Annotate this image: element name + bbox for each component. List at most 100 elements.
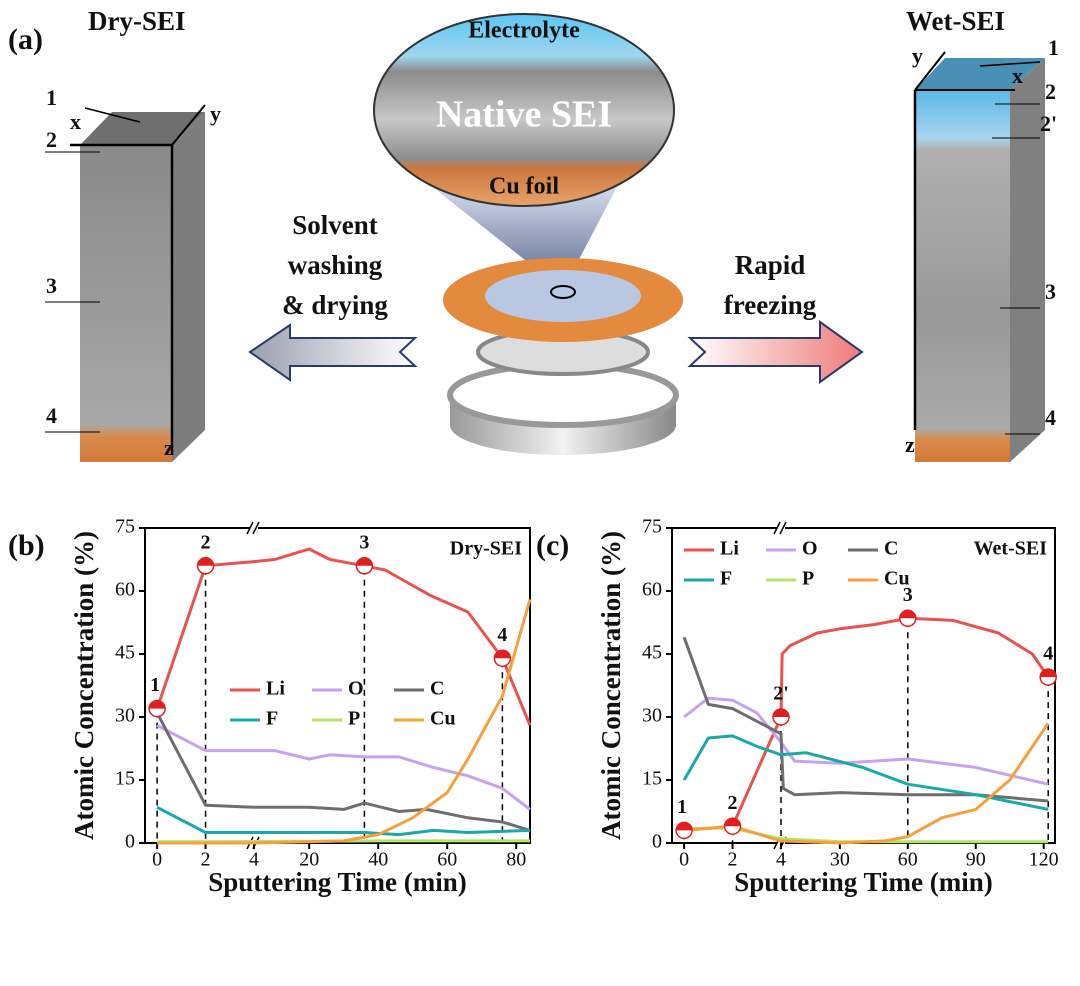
wet-title: Wet-SEI (906, 6, 1005, 36)
x-tick-label: 0 (152, 849, 162, 871)
point-marker-half (494, 650, 511, 659)
y-tick-label: 15 (642, 768, 662, 790)
lens-label: Native SEI (436, 94, 612, 136)
point-marker-half (197, 557, 214, 566)
axis-break (773, 521, 781, 535)
series-line (156, 805, 531, 837)
x-tick-label: 4 (776, 849, 786, 871)
y-axis-label: Atomic Concentration (%) (69, 531, 99, 840)
y-tick-label: 30 (642, 705, 662, 727)
lens-label: Electrolyte (468, 18, 580, 44)
marker-label: 1 (677, 796, 687, 818)
level-label: 2' (1040, 111, 1057, 136)
y-tick-label: 45 (642, 642, 662, 664)
level-label: 2 (1045, 79, 1056, 104)
x-tick-label: 20 (299, 849, 319, 871)
series-line (683, 696, 1049, 786)
arrow (248, 323, 418, 382)
legend-label: O (348, 678, 364, 700)
plot-frame (144, 527, 531, 844)
x-tick-label: 0 (679, 849, 689, 871)
x-tick-label: 60 (898, 849, 918, 871)
marker-label: 2 (201, 531, 211, 553)
point-marker-half (676, 822, 693, 831)
marker-label: 3 (903, 584, 913, 606)
y-tick-label: 45 (115, 642, 135, 664)
legend-label: Li (720, 538, 739, 560)
level-label: 4 (46, 403, 57, 428)
arrow-label: Rapid (735, 250, 806, 280)
y-tick-label: 60 (642, 579, 662, 601)
x-tick-label: 40 (368, 849, 388, 871)
level-label: 1 (1048, 35, 1059, 60)
series-line (155, 547, 532, 726)
level-label: 4 (1045, 405, 1056, 430)
marker-label: 2 (728, 792, 738, 814)
y-tick-label: 60 (115, 579, 135, 601)
arrow (687, 320, 864, 384)
x-tick-label: 30 (830, 849, 850, 871)
y-tick-label: 30 (115, 705, 135, 727)
x-tick-label: 60 (437, 849, 457, 871)
level-label: 1 (46, 85, 57, 110)
arrow-label: Solvent (292, 210, 378, 240)
x-tick-label: 80 (506, 849, 526, 871)
series-line (157, 598, 532, 845)
arrow-label: freezing (724, 290, 817, 320)
legend-label: P (348, 708, 360, 730)
chart-tag: Dry-SEI (450, 538, 522, 560)
axis-break (252, 521, 260, 535)
y-tick-label: 15 (115, 768, 135, 790)
dry-block (45, 104, 206, 462)
x-tick-label: 90 (966, 849, 986, 871)
series-line (683, 722, 1050, 845)
panel-label: (a) (8, 23, 43, 56)
chart-tag: Wet-SEI (974, 538, 1048, 560)
legend-label: F (720, 568, 732, 590)
legend-label: F (266, 708, 278, 730)
marker-label: 3 (359, 531, 369, 553)
arrow-label: washing (288, 250, 383, 280)
y-tick-label: 0 (652, 831, 662, 853)
series-line (155, 712, 531, 832)
x-tick-label: 120 (1029, 849, 1059, 871)
axis-break (250, 522, 258, 534)
axis-break (246, 521, 254, 535)
sample (430, 185, 683, 455)
point-marker-half (1040, 669, 1057, 678)
y-tick-label: 0 (125, 831, 135, 853)
x-tick-label: 4 (249, 849, 259, 871)
marker-label: 1 (150, 674, 160, 696)
axis-break (777, 522, 785, 534)
lens-label: Cu foil (489, 174, 559, 200)
y-tick-label: 75 (115, 516, 135, 538)
level-label: 2 (46, 127, 57, 152)
axis-letter: x (1012, 63, 1023, 88)
axis-letter: y (912, 43, 923, 68)
axis-letter: y (210, 101, 221, 126)
legend-label: P (802, 568, 814, 590)
legend-label: Cu (884, 568, 910, 590)
panel-label: (b) (8, 529, 45, 562)
level-label: 3 (46, 273, 57, 298)
panel-label: (c) (536, 529, 569, 562)
wet-block (913, 51, 1045, 462)
marker-label: 4 (497, 624, 507, 646)
marker-label: 4 (1043, 643, 1053, 665)
legend-label: Li (266, 678, 285, 700)
marker-label: 2' (773, 683, 789, 705)
axis-letter: z (164, 435, 174, 460)
legend-label: Cu (430, 708, 456, 730)
y-axis-label: Atomic Concentration (%) (596, 531, 626, 840)
level-label: 3 (1045, 279, 1056, 304)
x-axis-label: Sputtering Time (min) (734, 867, 993, 897)
series-line (156, 724, 531, 811)
axis-letter: z (905, 432, 915, 457)
dry-title: Dry-SEI (88, 6, 186, 36)
point-marker-half (773, 709, 789, 717)
x-tick-label: 2 (728, 849, 738, 871)
lens (373, 13, 675, 207)
point-marker-half (149, 700, 166, 709)
